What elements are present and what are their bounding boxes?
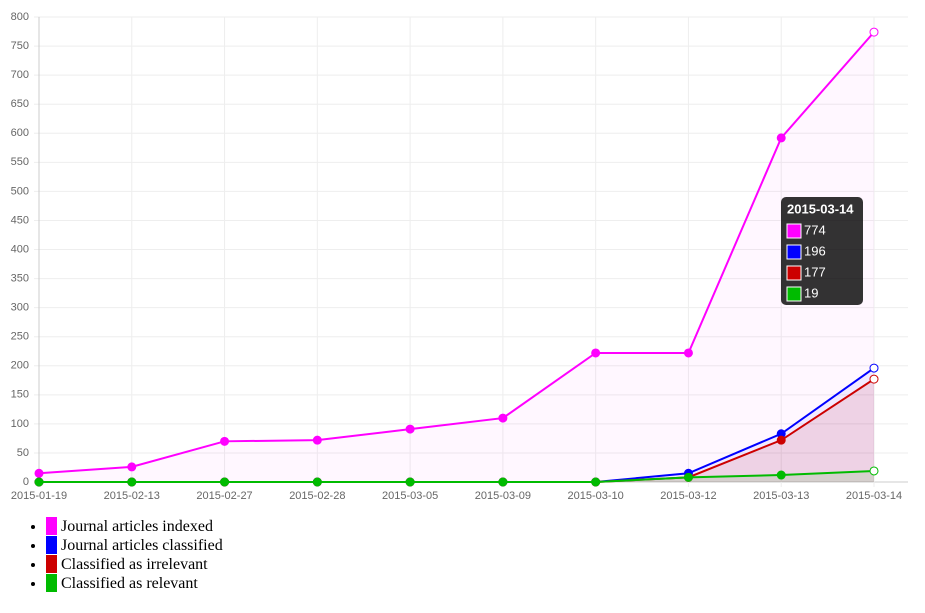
point [220,436,230,446]
point [127,462,137,472]
tooltip-value: 196 [804,243,826,258]
y-tick-label: 800 [11,11,29,23]
y-tick-label: 500 [11,185,29,197]
tooltip-value: 774 [804,222,826,237]
y-tick-label: 750 [11,40,29,52]
legend-item: Classified as irrelevant [46,555,925,574]
tooltip-swatch [786,286,802,302]
x-tick-label: 2015-02-28 [289,490,345,502]
legend-item: Classified as relevant [46,574,925,593]
point [869,374,879,384]
y-tick-label: 100 [11,418,29,430]
x-tick-label: 2015-02-27 [196,490,252,502]
point [869,466,879,476]
y-tick-label: 300 [11,302,29,314]
legend-item: Journal articles classified [46,536,925,555]
point [312,477,322,487]
y-tick-label: 200 [11,360,29,372]
tooltip-value: 19 [804,285,818,300]
x-tick-label: 2015-02-13 [104,490,160,502]
point [405,424,415,434]
area-fill [39,379,874,482]
y-tick-label: 450 [11,214,29,226]
x-tick-label: 2015-03-14 [846,490,902,502]
point [776,133,786,143]
x-tick-label: 2015-03-10 [568,490,624,502]
legend-label: Journal articles classified [61,537,223,554]
legend-swatch [46,555,57,573]
x-tick-label: 2015-03-05 [382,490,438,502]
tooltip-title: 2015-03-14 [787,201,854,216]
legend-item: Journal articles indexed [46,517,925,536]
point [776,470,786,480]
point [498,477,508,487]
y-tick-label: 350 [11,272,29,284]
legend-label: Journal articles indexed [61,518,213,535]
point [869,363,879,373]
y-tick-label: 150 [11,389,29,401]
point [34,468,44,478]
legend-label: Classified as relevant [61,575,198,592]
y-tick-label: 650 [11,98,29,110]
point [683,472,693,482]
legend-swatch [46,517,57,535]
line [38,31,875,475]
y-tick-label: 550 [11,156,29,168]
y-tick-label: 50 [17,447,29,459]
x-tick-label: 2015-03-09 [475,490,531,502]
point [312,435,322,445]
point [776,435,786,445]
legend-swatch [46,574,57,592]
y-tick-label: 700 [11,69,29,81]
y-tick-label: 600 [11,127,29,139]
y-tick-label: 250 [11,331,29,343]
point [591,477,601,487]
point [127,477,137,487]
tooltip: 2015-03-14 774 196 177 19 [781,197,863,305]
x-tick-label: 2015-03-12 [660,490,716,502]
legend-swatch [46,536,57,554]
legend: Journal articles indexed Journal articles… [0,517,925,593]
chart: 0 50 100 150 200 250 300 350 400 450 500 550 600 650 7… [11,11,908,502]
y-tick-label: 0 [23,476,29,488]
point [498,413,508,423]
point [405,477,415,487]
x-tick-label: 2015-01-19 [11,490,67,502]
line [39,469,875,483]
x-tick-label: 2015-03-13 [753,490,809,502]
tooltip-value: 177 [804,264,826,279]
tooltip-swatch [786,265,802,281]
tooltip-swatch [786,244,802,260]
point [34,477,44,487]
legend-label: Classified as irrelevant [61,556,208,573]
point [683,348,693,358]
y-tick-label: 400 [11,243,29,255]
point [869,27,879,37]
point [591,348,601,358]
tooltip-swatch [786,223,802,239]
point [220,477,230,487]
area-fill [39,32,874,482]
area-fill [39,368,874,482]
